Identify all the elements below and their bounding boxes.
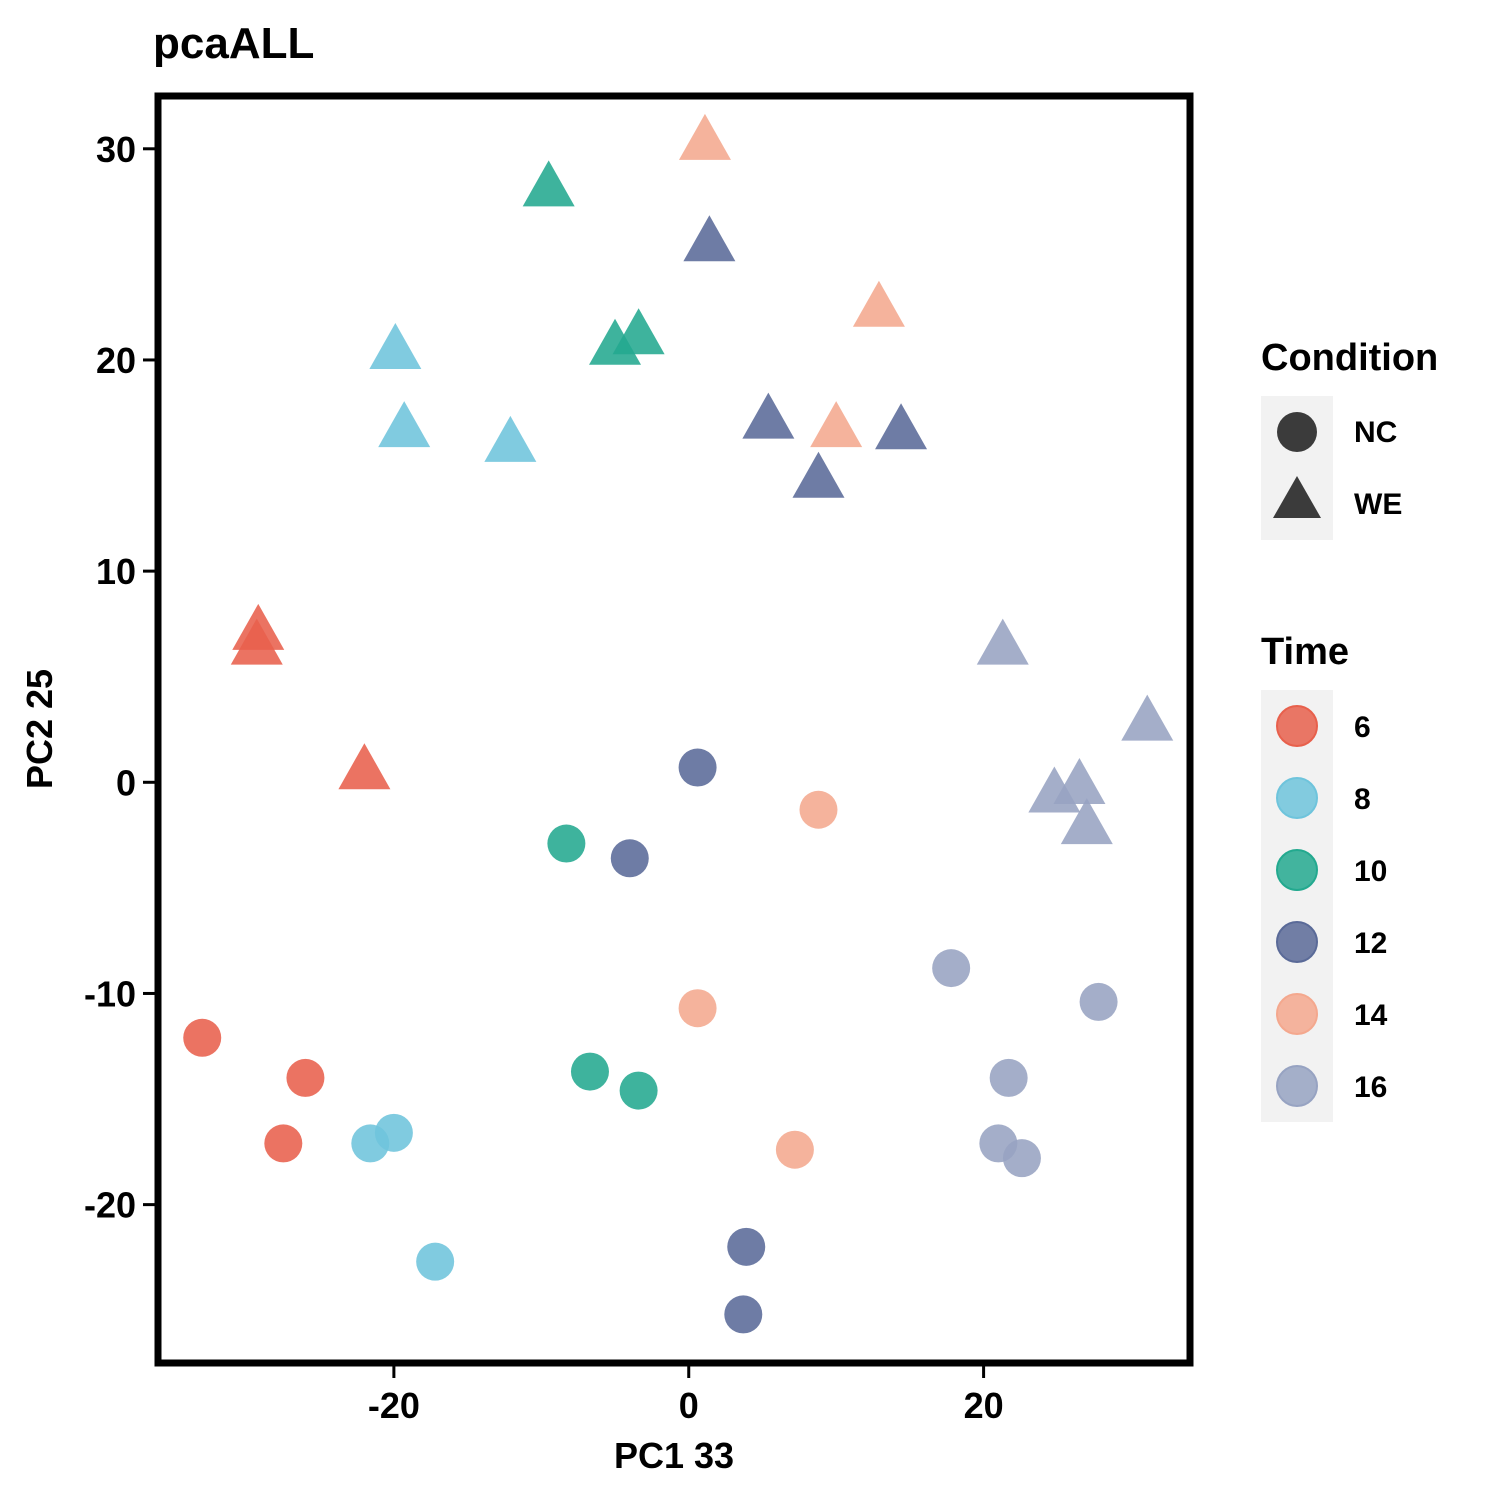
point-time14-nc-1 <box>799 790 838 829</box>
point-time10-we-3 <box>612 308 665 355</box>
legend-time-label-8: 8 <box>1354 783 1371 816</box>
legend-time-6-swatch <box>1276 705 1318 747</box>
point-time16-we-2 <box>1121 694 1174 741</box>
legend-time: Time 6 8 10 12 14 16 <box>1261 631 1388 1122</box>
y-axis-title: PC2 25 <box>19 669 60 789</box>
point-time6-nc-2 <box>286 1058 325 1097</box>
legend-time-8-swatch <box>1276 777 1318 819</box>
point-time8-we-1 <box>369 322 422 369</box>
legend-time-label-12: 12 <box>1354 927 1387 960</box>
legend-nc-circle-icon <box>1277 412 1317 452</box>
x-tick-label--20: -20 <box>368 1385 420 1426</box>
x-tick-label-0: 0 <box>679 1385 699 1426</box>
legend-time-label-10: 10 <box>1354 855 1387 888</box>
point-time10-nc-2 <box>570 1052 609 1091</box>
y-tick-label--10: -10 <box>84 973 136 1014</box>
point-time6-we-3 <box>338 743 391 790</box>
legend-we-triangle-icon <box>1273 476 1321 518</box>
point-time10-we-1 <box>522 160 575 207</box>
point-time8-nc-2 <box>374 1113 413 1152</box>
point-time12-we-3 <box>792 451 845 498</box>
point-time8-nc-3 <box>416 1242 455 1281</box>
legend-time-16-swatch <box>1276 1065 1318 1107</box>
point-time12-we-2 <box>742 392 795 439</box>
point-time8-we-2 <box>378 401 431 448</box>
legend-time-key-background <box>1261 690 1333 1122</box>
point-time6-nc-1 <box>183 1018 222 1057</box>
legend-time-label-6: 6 <box>1354 711 1371 744</box>
point-time16-nc-5 <box>1002 1139 1041 1178</box>
legend-time-label-16: 16 <box>1354 1071 1387 1104</box>
point-time16-we-5 <box>1060 798 1113 845</box>
point-time12-we-1 <box>683 215 736 262</box>
point-time10-nc-3 <box>619 1071 658 1110</box>
point-time16-we-1 <box>976 618 1029 665</box>
point-time14-we-3 <box>810 401 863 448</box>
point-time8-we-3 <box>484 415 537 462</box>
x-axis: -20 0 20 <box>368 1366 1004 1426</box>
point-time16-nc-2 <box>1079 982 1118 1021</box>
point-time14-we-2 <box>852 280 905 327</box>
point-time12-nc-4 <box>724 1295 763 1334</box>
legend-time-14-swatch <box>1276 993 1318 1035</box>
point-time14-we-1 <box>678 113 731 160</box>
point-time12-nc-3 <box>727 1227 766 1266</box>
point-time12-nc-1 <box>678 748 717 787</box>
legend-condition-title: Condition <box>1261 337 1438 379</box>
legend-time-label-14: 14 <box>1354 999 1388 1032</box>
y-tick-label--20: -20 <box>84 1185 136 1226</box>
chart-title: pcaALL <box>153 19 314 68</box>
point-time16-nc-3 <box>989 1058 1028 1097</box>
y-tick-label-30: 30 <box>96 129 136 170</box>
point-time16-we-4 <box>1053 757 1106 804</box>
point-time10-nc-1 <box>547 824 586 863</box>
y-tick-label-10: 10 <box>96 551 136 592</box>
points-layer <box>183 113 1174 1334</box>
y-tick-label-0: 0 <box>116 762 136 803</box>
legend-label-nc: NC <box>1354 416 1397 449</box>
point-time6-nc-3 <box>264 1124 303 1163</box>
y-axis: 30 20 10 0 -10 -20 <box>84 129 155 1226</box>
x-tick-label-20: 20 <box>964 1385 1004 1426</box>
point-time16-nc-1 <box>932 949 971 988</box>
legend-time-12-swatch <box>1276 921 1318 963</box>
point-time14-nc-2 <box>678 989 717 1028</box>
legend-time-title: Time <box>1261 631 1349 673</box>
legend-label-we: WE <box>1354 488 1402 521</box>
y-tick-label-20: 20 <box>96 340 136 381</box>
plot-panel-border <box>154 92 1194 1367</box>
point-time14-nc-3 <box>775 1130 814 1169</box>
legend-condition: Condition NC WE <box>1261 337 1438 540</box>
x-axis-title: PC1 33 <box>614 1435 734 1476</box>
point-time12-we-4 <box>875 403 928 450</box>
point-time12-nc-2 <box>610 839 649 878</box>
legend-time-10-swatch <box>1276 849 1318 891</box>
point-time6-we-2 <box>230 618 283 665</box>
